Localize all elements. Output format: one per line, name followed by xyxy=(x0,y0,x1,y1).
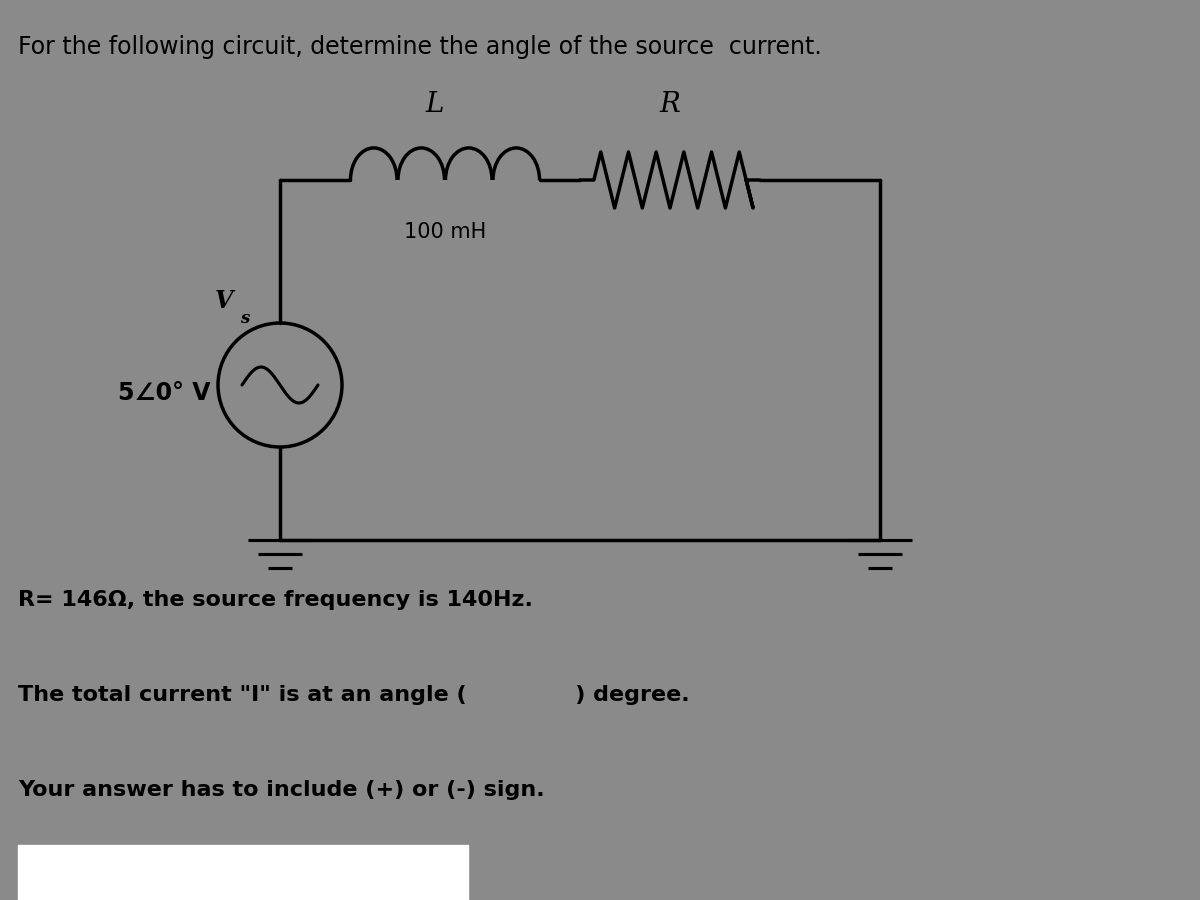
Text: For the following circuit, determine the angle of the source  current.: For the following circuit, determine the… xyxy=(18,35,822,59)
Text: 100 mH: 100 mH xyxy=(404,222,486,242)
Bar xyxy=(18,845,468,900)
Text: s: s xyxy=(240,310,250,327)
Text: V: V xyxy=(215,289,233,313)
Text: 5∠0° V: 5∠0° V xyxy=(118,381,210,405)
Text: Your answer has to include (+) or (-) sign.: Your answer has to include (+) or (-) si… xyxy=(18,780,545,800)
Text: The total current "I" is at an angle (              ) degree.: The total current "I" is at an angle ( )… xyxy=(18,685,690,705)
Text: R: R xyxy=(660,91,680,118)
Text: L: L xyxy=(426,91,444,118)
Text: R= 146Ω, the source frequency is 140Hz.: R= 146Ω, the source frequency is 140Hz. xyxy=(18,590,533,610)
